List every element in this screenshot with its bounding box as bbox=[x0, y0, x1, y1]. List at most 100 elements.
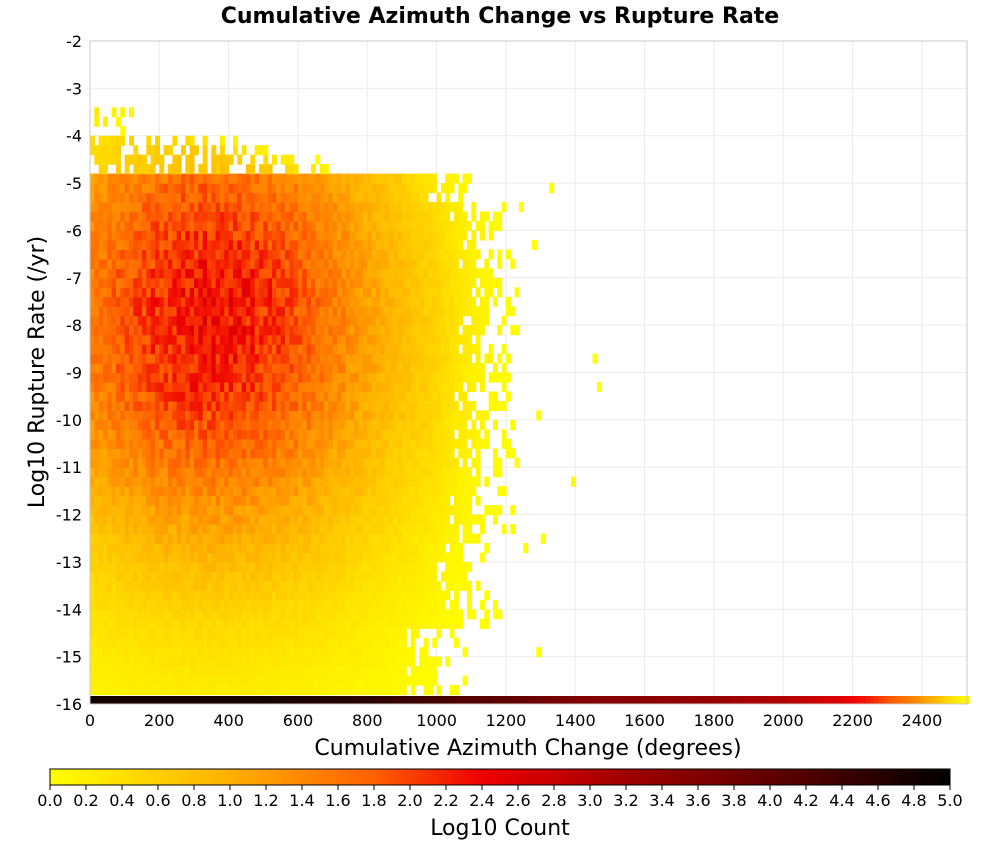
heatmap-cell bbox=[202, 448, 208, 459]
heatmap-cell bbox=[94, 154, 100, 165]
heatmap-cell bbox=[167, 202, 173, 213]
heatmap-cell bbox=[237, 220, 243, 232]
heatmap-cell bbox=[306, 476, 312, 487]
heatmap-cell bbox=[107, 609, 113, 620]
heatmap-cell bbox=[410, 666, 416, 677]
heatmap-cell bbox=[380, 306, 386, 317]
heatmap-cell bbox=[137, 296, 143, 307]
heatmap-cell bbox=[440, 486, 446, 497]
heatmap-cell bbox=[397, 287, 403, 298]
heatmap-cell bbox=[393, 552, 399, 563]
heatmap-cell bbox=[206, 524, 212, 535]
heatmap-cell bbox=[90, 334, 95, 345]
heatmap-cell bbox=[150, 590, 156, 601]
heatmap-cell bbox=[319, 268, 325, 279]
heatmap-cell bbox=[159, 391, 165, 402]
heatmap-cell bbox=[497, 467, 503, 478]
heatmap-cell bbox=[128, 287, 134, 298]
heatmap-cell bbox=[458, 220, 464, 232]
heatmap-cell bbox=[362, 571, 368, 582]
heatmap-cell bbox=[202, 173, 208, 184]
heatmap-cell bbox=[176, 514, 182, 525]
heatmap-cell bbox=[397, 542, 403, 554]
heatmap-cell bbox=[466, 448, 472, 459]
heatmap-cell bbox=[267, 524, 273, 535]
heatmap-cell bbox=[280, 429, 286, 440]
heatmap-cell bbox=[215, 514, 221, 525]
heatmap-cell bbox=[224, 249, 230, 260]
heatmap-cell bbox=[284, 524, 290, 535]
heatmap-cell bbox=[189, 656, 195, 667]
heatmap-cell bbox=[94, 561, 100, 572]
heatmap-cell bbox=[423, 183, 429, 194]
heatmap-cell bbox=[271, 618, 277, 629]
heatmap-cell bbox=[263, 637, 269, 648]
heatmap-cell bbox=[406, 542, 412, 554]
heatmap-cell bbox=[362, 580, 368, 591]
heatmap-cell bbox=[293, 580, 299, 591]
heatmap-cell bbox=[245, 495, 251, 506]
heatmap-cell bbox=[458, 211, 464, 222]
heatmap-cell bbox=[388, 628, 394, 639]
heatmap-cell bbox=[115, 637, 121, 648]
heatmap-cell bbox=[432, 400, 438, 411]
heatmap-cell bbox=[102, 381, 108, 393]
heatmap-cell bbox=[176, 173, 182, 184]
heatmap-cell bbox=[362, 467, 368, 478]
heatmap-cell bbox=[250, 476, 256, 487]
heatmap-cell bbox=[202, 277, 208, 288]
heatmap-cell bbox=[185, 173, 191, 184]
heatmap-cell bbox=[410, 618, 416, 629]
heatmap-cell bbox=[237, 183, 243, 194]
heatmap-cell bbox=[427, 675, 433, 686]
heatmap-cell bbox=[202, 353, 208, 364]
heatmap-cell bbox=[150, 363, 156, 374]
heatmap-cell bbox=[280, 363, 286, 374]
heatmap-cell bbox=[315, 230, 321, 241]
heatmap-cell bbox=[406, 400, 412, 411]
heatmap-cell bbox=[94, 410, 100, 421]
heatmap-cell bbox=[245, 476, 251, 487]
heatmap-cell bbox=[215, 173, 221, 184]
heatmap-cell bbox=[310, 277, 316, 288]
heatmap-cell bbox=[336, 410, 342, 421]
heatmap-cell bbox=[250, 599, 256, 610]
heatmap-cell bbox=[206, 647, 212, 658]
heatmap-cell bbox=[306, 183, 312, 194]
heatmap-cell bbox=[193, 192, 199, 203]
heatmap-cell bbox=[94, 599, 100, 610]
heatmap-cell bbox=[310, 571, 316, 582]
heatmap-cell bbox=[323, 372, 329, 383]
heatmap-cell bbox=[163, 476, 169, 487]
heatmap-cell bbox=[436, 381, 442, 393]
heatmap-cell bbox=[98, 448, 104, 459]
heatmap-cell bbox=[354, 419, 360, 430]
heatmap-cell bbox=[284, 580, 290, 591]
heatmap-cell bbox=[267, 249, 273, 260]
heatmap-cell bbox=[406, 599, 412, 610]
heatmap-cell bbox=[323, 410, 329, 421]
heatmap-cell bbox=[111, 429, 117, 440]
heatmap-cell bbox=[115, 381, 121, 393]
heatmap-cell bbox=[306, 296, 312, 307]
heatmap-cell bbox=[510, 306, 516, 317]
heatmap-cell bbox=[336, 599, 342, 610]
heatmap-cell bbox=[354, 353, 360, 364]
heatmap-cell bbox=[193, 628, 199, 639]
heatmap-cell bbox=[154, 618, 160, 629]
heatmap-cell bbox=[154, 486, 160, 497]
heatmap-cell bbox=[263, 344, 269, 355]
heatmap-cell bbox=[94, 268, 100, 279]
heatmap-cell bbox=[323, 438, 329, 449]
heatmap-cell bbox=[419, 467, 425, 478]
heatmap-cell bbox=[154, 287, 160, 298]
heatmap-cell bbox=[137, 486, 143, 497]
heatmap-cell bbox=[319, 590, 325, 601]
heatmap-cell bbox=[228, 590, 234, 601]
heatmap-cell bbox=[176, 599, 182, 610]
heatmap-cell bbox=[406, 296, 412, 307]
heatmap-cell bbox=[302, 571, 308, 582]
heatmap-cell bbox=[111, 372, 117, 383]
heatmap-cell bbox=[111, 258, 117, 269]
heatmap-cell bbox=[176, 495, 182, 506]
